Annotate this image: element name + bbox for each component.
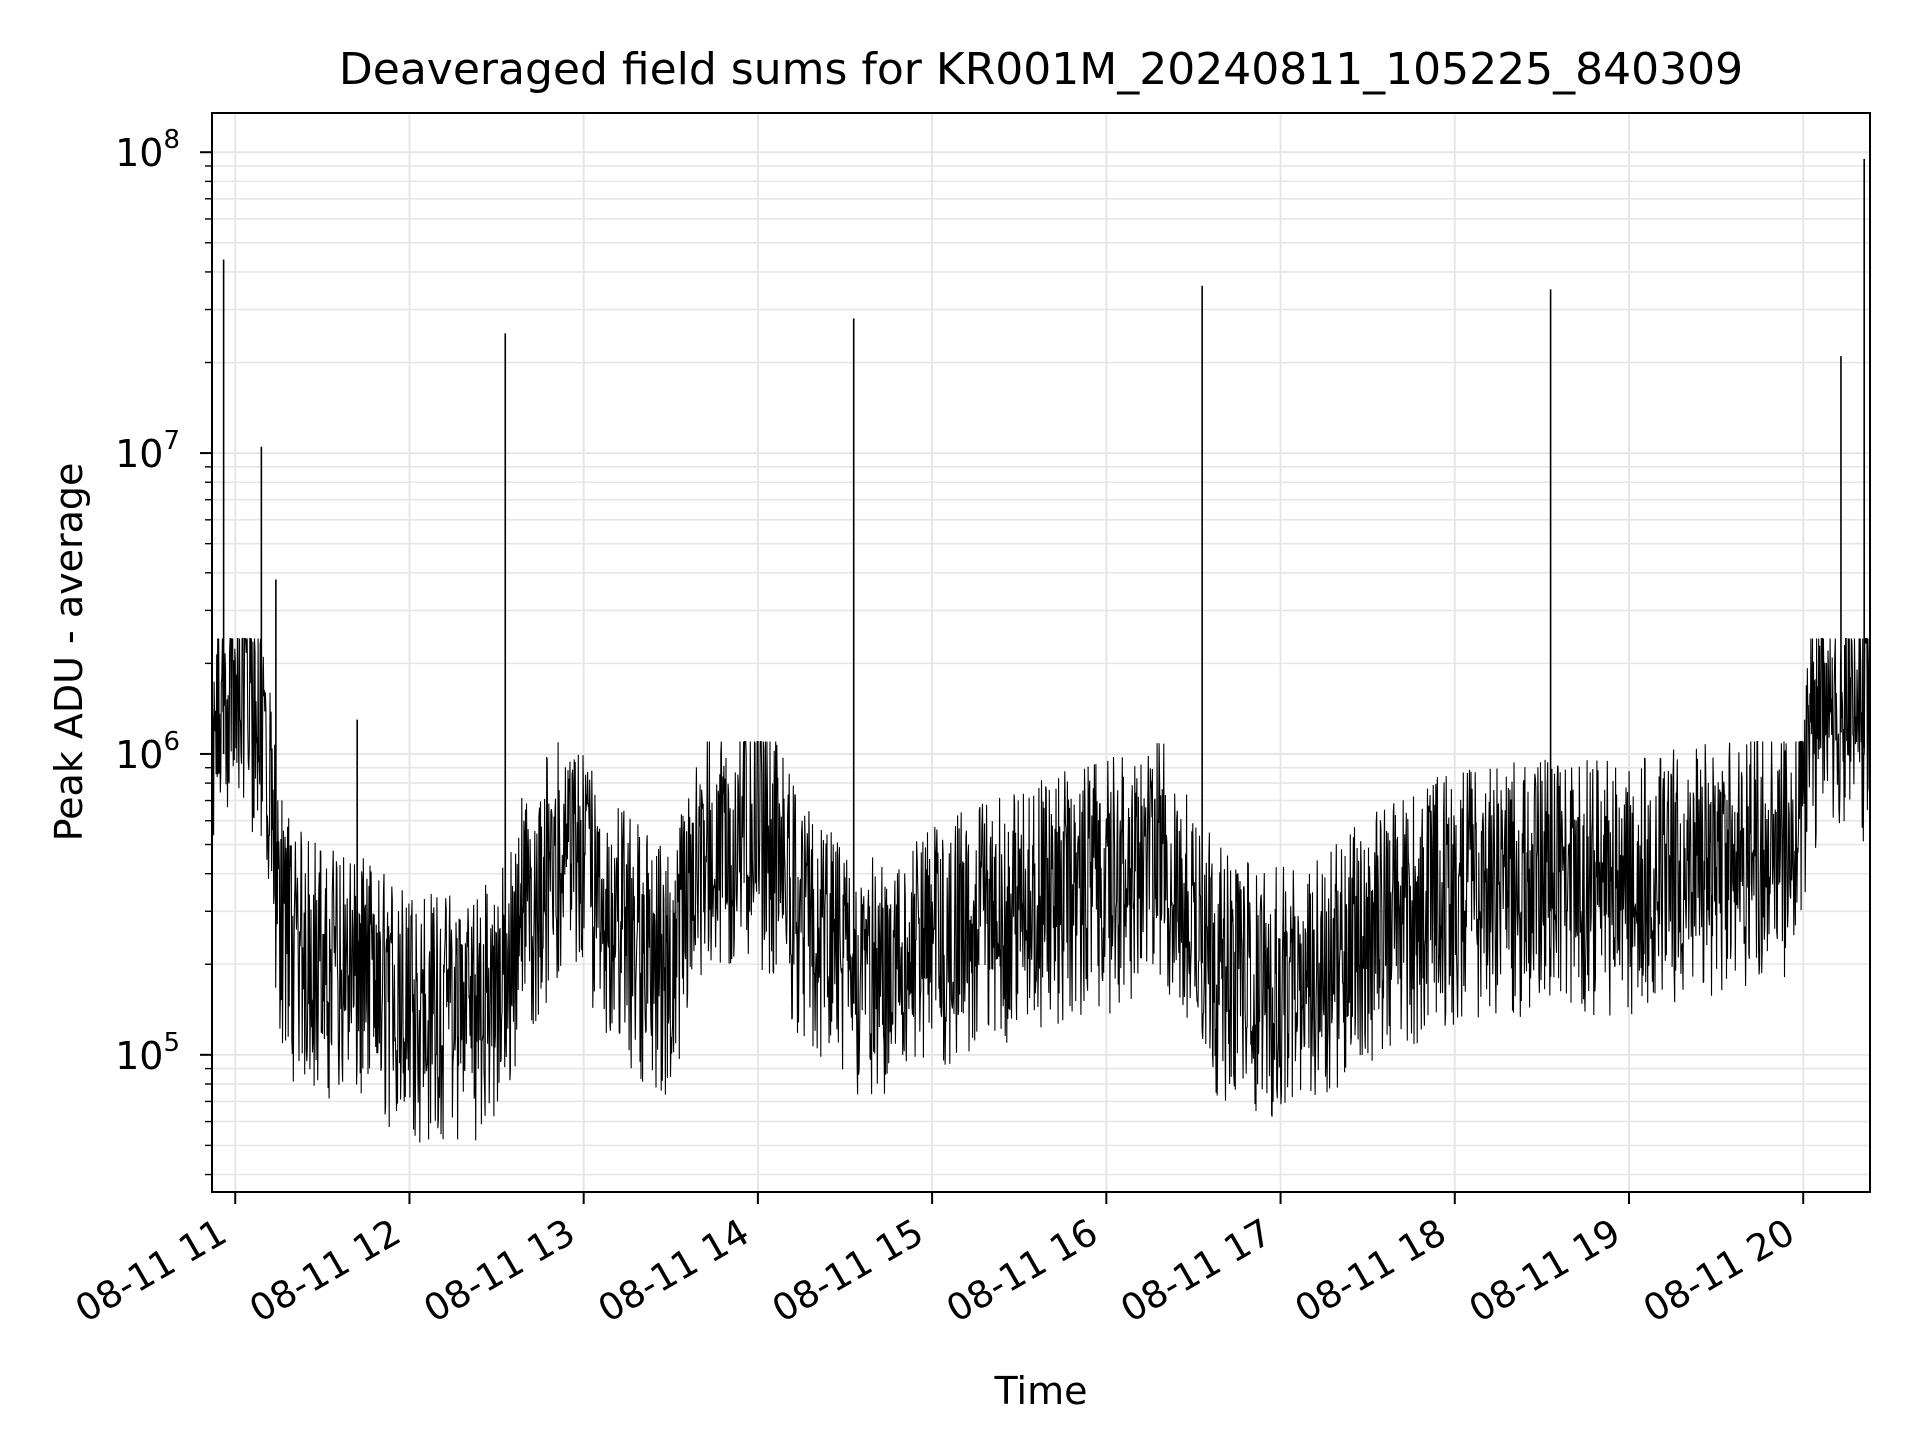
y-tick-label: 106: [115, 727, 180, 777]
series-line: [211, 637, 1871, 1143]
y-tick-label: 108: [115, 125, 180, 175]
series-layer: [211, 158, 1871, 1143]
y-axis: 105 106 107 108: [115, 125, 212, 1176]
plot-frame: [211, 112, 1871, 1193]
y-axis-label: Peak ADU - average: [47, 463, 91, 842]
x-axis-label: Time: [994, 1369, 1088, 1413]
y-tick-label: 107: [115, 426, 180, 476]
chart-title: Deaveraged field sums for KR001M_2024081…: [339, 44, 1743, 95]
y-tick-label: 105: [115, 1028, 180, 1078]
